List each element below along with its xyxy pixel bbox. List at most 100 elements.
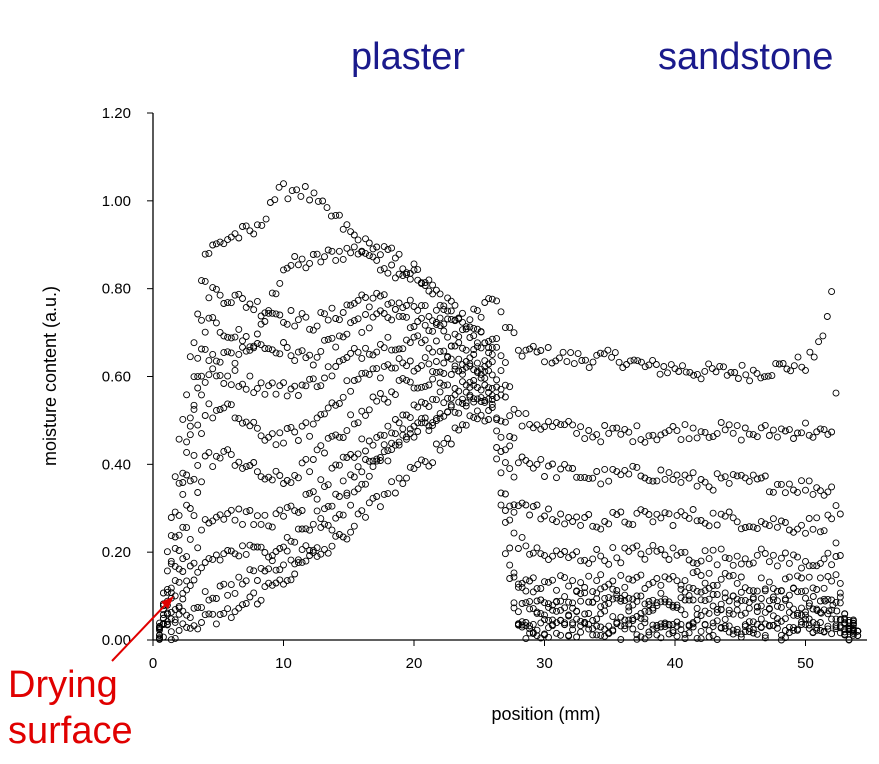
data-point	[805, 515, 813, 522]
data-point	[447, 371, 455, 378]
data-point	[617, 559, 625, 567]
y-tick-label: 0.20	[102, 544, 131, 561]
data-point	[553, 629, 560, 637]
data-point	[321, 505, 328, 513]
data-point	[794, 572, 801, 580]
data-point	[239, 419, 246, 427]
data-point	[753, 603, 761, 611]
data-point	[737, 611, 745, 619]
data-point	[283, 504, 291, 512]
data-point	[280, 266, 287, 274]
data-point	[510, 599, 518, 607]
data-point	[265, 522, 273, 530]
data-point	[313, 322, 321, 330]
data-point	[681, 596, 689, 604]
data-point	[470, 305, 478, 313]
data-point	[466, 334, 474, 341]
data-point	[339, 309, 347, 316]
data-point	[705, 360, 713, 368]
data-point	[713, 605, 721, 613]
data-point	[597, 438, 605, 446]
data-point	[661, 475, 669, 483]
data-point	[629, 521, 637, 529]
data-point	[220, 380, 228, 387]
data-point	[664, 369, 671, 377]
data-point	[399, 265, 407, 273]
data-point	[836, 552, 844, 559]
data-point	[561, 593, 569, 601]
data-point	[253, 577, 261, 584]
data-point	[339, 356, 347, 364]
data-point	[347, 387, 355, 395]
data-point	[514, 583, 522, 591]
data-point	[302, 264, 310, 272]
data-point	[201, 588, 209, 596]
data-point	[733, 600, 741, 608]
data-point	[669, 522, 677, 529]
data-point	[323, 204, 331, 212]
data-point	[733, 518, 741, 526]
data-point	[403, 313, 410, 321]
data-point	[201, 378, 209, 386]
data-point	[369, 313, 377, 321]
data-point	[785, 480, 793, 488]
data-point	[733, 552, 741, 560]
data-point	[565, 464, 573, 472]
data-point	[414, 461, 422, 469]
data-point	[553, 586, 560, 594]
data-point	[518, 453, 526, 461]
data-point	[725, 609, 733, 617]
data-point	[261, 567, 269, 575]
data-point	[227, 349, 235, 357]
data-point	[506, 516, 514, 524]
data-point	[425, 427, 433, 435]
data-point	[577, 579, 585, 587]
data-point	[324, 246, 332, 254]
data-point	[388, 429, 396, 437]
data-point	[235, 325, 243, 333]
data-point	[171, 634, 179, 642]
data-point	[816, 597, 824, 605]
data-point	[518, 600, 526, 607]
data-point	[429, 419, 437, 427]
data-point	[823, 313, 831, 320]
data-point	[781, 519, 789, 526]
data-point	[685, 514, 693, 522]
data-point	[198, 316, 205, 324]
data-point	[451, 391, 459, 399]
data-point	[388, 346, 396, 354]
data-point	[309, 488, 317, 496]
data-point	[306, 526, 314, 534]
data-point	[183, 524, 191, 532]
data-point	[805, 562, 813, 570]
data-point	[380, 448, 388, 456]
data-point	[609, 544, 617, 552]
data-point	[388, 364, 396, 372]
data-point	[501, 324, 509, 332]
data-point	[549, 576, 556, 584]
data-point	[406, 430, 414, 438]
data-point	[294, 437, 302, 444]
data-point	[681, 421, 689, 429]
data-point	[224, 446, 232, 454]
data-point	[832, 623, 840, 631]
data-point	[287, 261, 295, 269]
data-point	[288, 187, 296, 195]
data-point	[306, 196, 314, 204]
data-point	[212, 551, 220, 559]
data-point	[518, 533, 526, 541]
data-point	[493, 394, 501, 401]
data-point	[836, 579, 844, 587]
data-point	[380, 362, 388, 370]
data-point	[485, 360, 493, 368]
data-point	[321, 449, 328, 457]
annotation-line-2: surface	[8, 710, 133, 752]
data-point	[712, 368, 720, 376]
data-point	[224, 547, 232, 554]
y-axis-title: moisture content (a.u.)	[40, 286, 60, 466]
data-point	[328, 502, 336, 510]
data-point	[421, 302, 429, 310]
data-point	[395, 312, 403, 320]
data-point	[593, 595, 601, 603]
data-point	[432, 286, 440, 294]
